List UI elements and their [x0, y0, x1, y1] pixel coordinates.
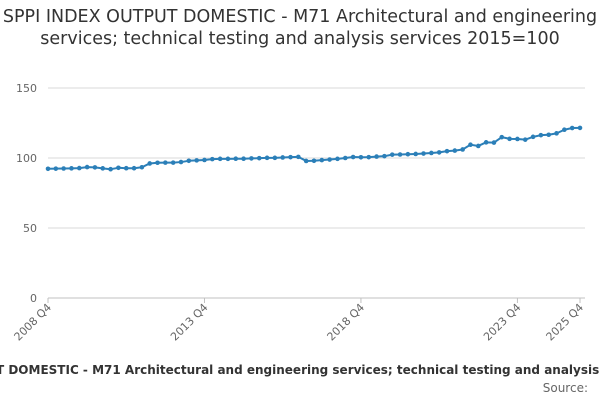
data-point[interactable] — [178, 159, 184, 165]
data-point[interactable] — [233, 156, 239, 161]
data-point[interactable] — [569, 125, 575, 131]
data-point[interactable] — [241, 156, 246, 161]
data-point[interactable] — [515, 136, 520, 142]
data-point[interactable] — [397, 152, 403, 157]
data-point[interactable] — [84, 164, 90, 170]
data-point[interactable] — [170, 160, 176, 165]
data-point[interactable] — [554, 131, 559, 136]
data-point[interactable] — [280, 155, 286, 160]
x-tick-label-3: 2023 Q4 — [481, 301, 524, 344]
data-point[interactable] — [530, 134, 536, 140]
data-point[interactable] — [311, 158, 317, 164]
data-point[interactable] — [538, 132, 544, 138]
data-point[interactable] — [131, 165, 137, 171]
data-point[interactable] — [123, 165, 129, 171]
data-point[interactable] — [382, 153, 387, 159]
data-point[interactable] — [460, 147, 465, 152]
data-point[interactable] — [358, 155, 364, 160]
data-point[interactable] — [163, 160, 168, 165]
data-point[interactable] — [546, 132, 552, 138]
data-point[interactable] — [421, 151, 426, 156]
data-point[interactable] — [507, 136, 512, 142]
data-point[interactable] — [256, 155, 262, 161]
y-tick-label-150: 150 — [16, 82, 37, 95]
data-point[interactable] — [499, 134, 505, 140]
x-tick-label-2: 2018 Q4 — [325, 301, 368, 344]
data-point[interactable] — [155, 160, 160, 166]
data-point[interactable] — [225, 156, 231, 162]
data-point[interactable] — [577, 125, 583, 131]
data-point[interactable] — [264, 155, 270, 161]
x-tick-label-4: 2025 Q4 — [544, 301, 587, 344]
data-point[interactable] — [350, 154, 356, 160]
data-point[interactable] — [475, 143, 481, 149]
data-point[interactable] — [491, 140, 497, 145]
legend-label[interactable]: SPPI INDEX OUTPUT DOMESTIC - M71 Archite… — [0, 363, 600, 377]
series-layer — [45, 125, 583, 172]
data-point[interactable] — [217, 156, 223, 162]
axis-layer: 0 50 100 150 2008 Q4 2013 Q4 2018 Q4 2023 Q4 202… — [12, 82, 587, 343]
data-point[interactable] — [147, 161, 153, 166]
data-point[interactable] — [429, 150, 434, 156]
data-point[interactable] — [483, 140, 489, 145]
data-point[interactable] — [288, 154, 293, 160]
data-point[interactable] — [366, 154, 372, 160]
y-tick-label-100: 100 — [16, 152, 37, 165]
data-point[interactable] — [186, 158, 192, 164]
data-point[interactable] — [249, 156, 254, 161]
data-point[interactable] — [272, 155, 278, 161]
data-point[interactable] — [335, 156, 340, 162]
data-point[interactable] — [319, 157, 325, 163]
data-point[interactable] — [374, 154, 379, 159]
data-point[interactable] — [45, 166, 51, 172]
y-tick-label-50: 50 — [23, 222, 37, 235]
data-point[interactable] — [116, 165, 121, 171]
data-point[interactable] — [468, 142, 473, 147]
data-point[interactable] — [452, 148, 458, 153]
data-point[interactable] — [436, 150, 442, 155]
data-point[interactable] — [327, 157, 332, 162]
data-point[interactable] — [53, 166, 59, 171]
data-point[interactable] — [202, 157, 207, 163]
data-point[interactable] — [444, 148, 450, 154]
data-point[interactable] — [100, 166, 106, 171]
grid-layer — [48, 87, 585, 229]
data-point[interactable] — [108, 166, 113, 172]
data-point[interactable] — [61, 166, 66, 171]
data-point[interactable] — [562, 127, 567, 133]
data-point[interactable] — [522, 137, 528, 142]
data-point[interactable] — [194, 158, 199, 163]
data-point[interactable] — [76, 165, 82, 171]
data-point[interactable] — [342, 155, 348, 161]
data-point[interactable] — [69, 166, 74, 171]
data-point[interactable] — [413, 151, 419, 157]
x-tick-label-0: 2008 Q4 — [12, 301, 55, 344]
chart-title: SPPI INDEX OUTPUT DOMESTIC - M71 Archite… — [2, 7, 598, 49]
data-point[interactable] — [389, 152, 395, 157]
data-point[interactable] — [139, 164, 145, 170]
source-label: Source: — [542, 381, 588, 395]
data-point[interactable] — [209, 156, 215, 162]
x-tick-label-1: 2013 Q4 — [168, 301, 211, 344]
data-point[interactable] — [92, 165, 98, 170]
data-point[interactable] — [296, 154, 301, 160]
data-point[interactable] — [303, 158, 309, 164]
y-tick-label-0: 0 — [30, 292, 37, 305]
data-point[interactable] — [405, 151, 411, 157]
